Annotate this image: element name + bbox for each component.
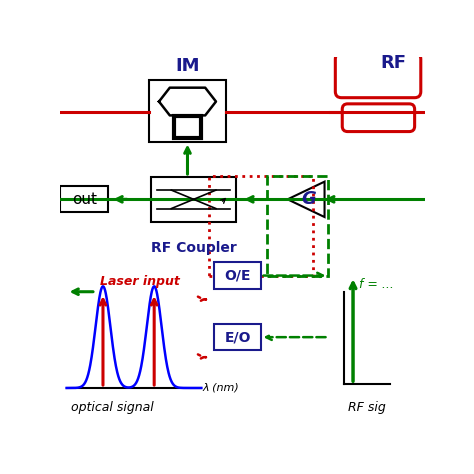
FancyBboxPatch shape [214,324,261,350]
FancyBboxPatch shape [149,80,226,142]
Text: optical signal: optical signal [72,401,154,414]
FancyBboxPatch shape [342,104,415,132]
FancyBboxPatch shape [61,186,108,212]
Text: G: G [302,191,317,209]
FancyBboxPatch shape [214,263,261,289]
Text: Laser input: Laser input [100,275,180,288]
Text: f = ...: f = ... [359,278,394,291]
FancyBboxPatch shape [335,53,421,98]
Text: RF: RF [380,54,406,72]
Text: RF sig: RF sig [347,401,385,414]
Text: O/E: O/E [224,269,251,283]
Text: λ (nm): λ (nm) [203,383,240,393]
FancyBboxPatch shape [174,116,201,138]
FancyBboxPatch shape [151,177,236,222]
Text: E/O: E/O [224,330,251,344]
Text: IM: IM [175,57,200,75]
Text: out: out [72,192,97,207]
Text: RF Coupler: RF Coupler [151,241,237,255]
